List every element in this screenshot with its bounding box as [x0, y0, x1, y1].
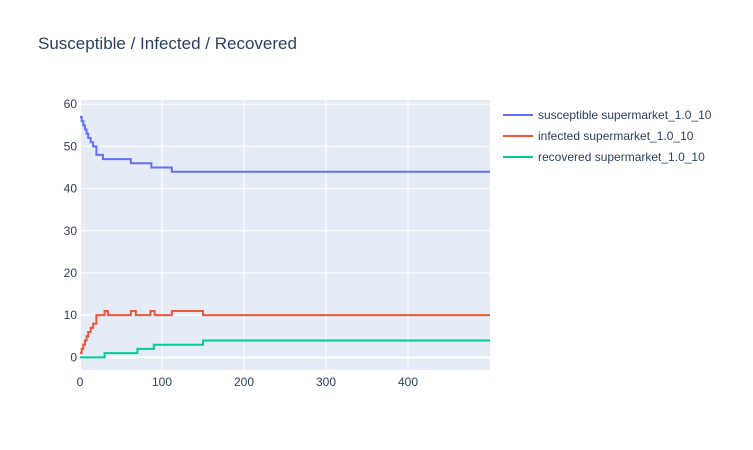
chart-title: Susceptible / Infected / Recovered — [38, 34, 297, 53]
x-tick-label: 200 — [234, 375, 254, 389]
series-line-2 — [80, 339, 490, 359]
y-tick-label: 50 — [64, 139, 78, 153]
legend-label: susceptible supermarket_1.0_10 — [538, 108, 712, 122]
legend-item-0[interactable]: susceptible supermarket_1.0_10 — [503, 108, 712, 122]
legend-item-2[interactable]: recovered supermarket_1.0_10 — [503, 150, 705, 164]
legend-label: recovered supermarket_1.0_10 — [538, 150, 705, 164]
y-tick-label: 40 — [64, 182, 78, 196]
y-tick-label: 0 — [70, 350, 77, 364]
legend-label: infected supermarket_1.0_10 — [538, 129, 694, 143]
y-axis-ticks: 0 10 20 30 40 50 60 — [64, 97, 78, 364]
x-axis-ticks: 0 100 200 300 400 — [77, 375, 419, 389]
legend[interactable]: susceptible supermarket_1.0_10 infected s… — [503, 108, 712, 164]
series-line-1 — [80, 309, 490, 355]
y-tick-label: 10 — [64, 308, 78, 322]
series-lines — [80, 115, 490, 359]
y-tick-label: 60 — [64, 97, 78, 111]
x-tick-label: 300 — [316, 375, 336, 389]
x-tick-label: 400 — [398, 375, 418, 389]
plot-background — [80, 100, 490, 370]
y-tick-label: 20 — [64, 266, 78, 280]
x-tick-label: 100 — [152, 375, 172, 389]
grid — [79, 100, 490, 370]
series-line-0 — [80, 115, 490, 173]
y-tick-label: 30 — [64, 224, 78, 238]
legend-item-1[interactable]: infected supermarket_1.0_10 — [503, 129, 694, 143]
x-tick-label: 0 — [77, 375, 84, 389]
